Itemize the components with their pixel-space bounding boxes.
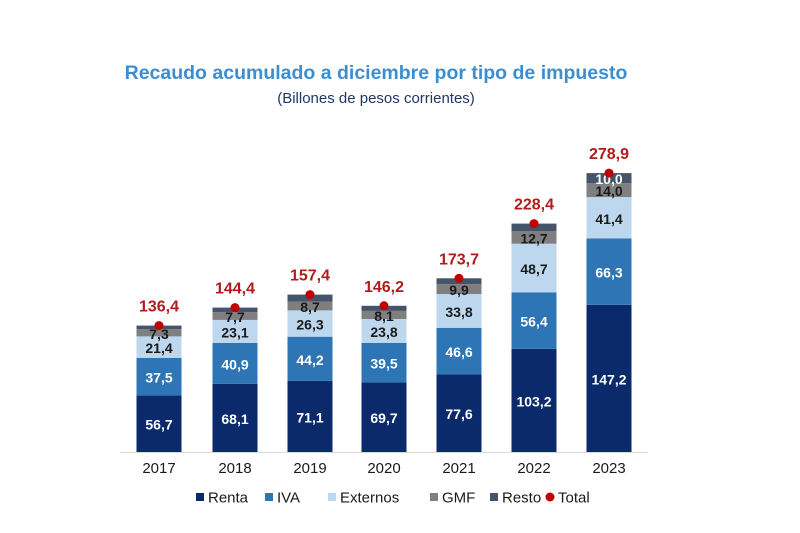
x-tick-label-2022: 2022 (517, 460, 550, 477)
data-label-resto-2023: 10,0 (595, 171, 622, 187)
bar-segment-iva-2020 (361, 342, 407, 383)
bar-segment-externos-2017 (136, 336, 182, 358)
bar-segment-gmf-2019 (287, 301, 333, 311)
data-label-externos-2023: 41,4 (595, 211, 622, 227)
bar-segment-iva-2022 (511, 292, 557, 349)
bar-segment-gmf-2020 (361, 310, 407, 319)
x-tick-label-2021: 2021 (442, 460, 475, 477)
total-label-2021: 173,7 (439, 251, 479, 268)
bar-segment-iva-2019 (287, 336, 333, 381)
total-marker-2020 (379, 301, 389, 311)
data-label-gmf-2017: 7,3 (149, 326, 169, 342)
total-marker-2018 (230, 303, 240, 313)
legend-label-iva: IVA (277, 490, 300, 507)
data-label-renta-2018: 68,1 (221, 411, 248, 427)
bar-segment-externos-2023 (586, 197, 632, 239)
bar-segment-renta-2021 (436, 374, 482, 452)
data-label-iva-2019: 44,2 (296, 352, 323, 368)
bar-segment-renta-2019 (287, 380, 333, 452)
legend-marker-total (545, 492, 555, 502)
data-label-gmf-2022: 12,7 (520, 230, 547, 246)
total-marker-2019 (305, 290, 315, 300)
legend-marker-gmf (430, 493, 438, 501)
data-label-gmf-2021: 9,9 (449, 282, 469, 298)
legend-marker-resto (490, 493, 498, 501)
bar-segment-renta-2023 (586, 304, 632, 452)
data-label-iva-2018: 40,9 (221, 356, 248, 372)
bar-segment-externos-2020 (361, 319, 407, 343)
legend-marker-iva (265, 493, 273, 501)
data-label-gmf-2018: 7,7 (225, 309, 245, 325)
data-label-iva-2017: 37,5 (145, 370, 172, 386)
data-label-externos-2019: 26,3 (296, 317, 323, 333)
data-label-externos-2022: 48,7 (520, 261, 547, 277)
legend-label-resto: Resto (502, 490, 541, 507)
data-label-iva-2022: 56,4 (520, 314, 547, 330)
x-tick-label-2019: 2019 (293, 460, 326, 477)
total-marker-2017 (154, 321, 164, 331)
data-label-gmf-2020: 8,1 (374, 308, 394, 324)
bar-segment-gmf-2022 (511, 231, 557, 244)
legend-marker-renta (196, 493, 204, 501)
chart-subtitle: (Billones de pesos corrientes) (277, 90, 475, 107)
legend-label-gmf: GMF (442, 490, 475, 507)
chart-title: Recaudo acumulado a diciembre por tipo d… (124, 62, 628, 84)
data-label-gmf-2019: 8,7 (300, 299, 320, 315)
bar-segment-iva-2021 (436, 327, 482, 375)
data-label-iva-2023: 66,3 (595, 265, 622, 281)
data-label-renta-2019: 71,1 (296, 409, 323, 425)
data-label-externos-2021: 33,8 (445, 304, 472, 320)
bar-segment-externos-2018 (212, 319, 258, 343)
bar-segment-gmf-2021 (436, 284, 482, 294)
total-marker-2021 (454, 273, 464, 283)
bar-segment-resto-2023 (586, 173, 632, 184)
total-label-2017: 136,4 (139, 299, 179, 316)
data-label-iva-2021: 46,6 (445, 344, 472, 360)
bar-segment-gmf-2017 (136, 329, 182, 337)
total-label-2020: 146,2 (364, 279, 404, 296)
total-marker-2022 (529, 219, 539, 229)
bar-segment-renta-2018 (212, 383, 258, 452)
legend-label-externos: Externos (340, 490, 399, 507)
data-label-renta-2023: 147,2 (591, 371, 626, 387)
total-label-2019: 157,4 (290, 268, 330, 285)
data-label-renta-2021: 77,6 (445, 406, 472, 422)
data-label-renta-2022: 103,2 (516, 393, 551, 409)
bar-segment-iva-2023 (586, 238, 632, 305)
legend-label-renta: Renta (208, 490, 249, 507)
data-label-externos-2018: 23,1 (221, 324, 248, 340)
data-label-gmf-2023: 14,0 (595, 183, 622, 199)
total-marker-2023 (604, 168, 614, 178)
data-label-externos-2020: 23,8 (370, 324, 397, 340)
bar-segment-iva-2018 (212, 343, 258, 384)
bar-segment-externos-2022 (511, 243, 557, 293)
bar-segment-renta-2017 (136, 395, 182, 452)
bar-segment-gmf-2023 (586, 183, 632, 198)
x-tick-label-2023: 2023 (592, 460, 625, 477)
bar-segment-externos-2019 (287, 310, 333, 337)
total-label-2023: 278,9 (589, 146, 629, 163)
bar-segment-renta-2022 (511, 348, 557, 452)
data-label-renta-2017: 56,7 (145, 417, 172, 433)
x-tick-label-2017: 2017 (142, 460, 175, 477)
x-tick-label-2018: 2018 (218, 460, 251, 477)
bar-segment-renta-2020 (361, 382, 407, 452)
total-label-2018: 144,4 (215, 281, 255, 298)
x-tick-label-2020: 2020 (367, 460, 400, 477)
bar-segment-gmf-2018 (212, 312, 258, 320)
legend-marker-externos (328, 493, 336, 501)
bar-segment-externos-2021 (436, 294, 482, 328)
data-label-renta-2020: 69,7 (370, 410, 397, 426)
legend-label-total: Total (558, 490, 590, 507)
data-label-iva-2020: 39,5 (370, 356, 397, 372)
bar-segment-iva-2017 (136, 357, 182, 396)
data-label-externos-2017: 21,4 (145, 340, 172, 356)
total-label-2022: 228,4 (514, 197, 554, 214)
